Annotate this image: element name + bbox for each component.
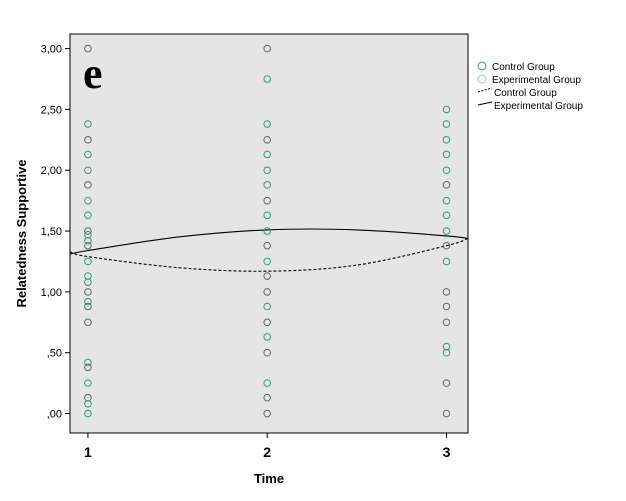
data-points: [84, 44, 451, 418]
control-point: [263, 136, 272, 144]
control-point: [442, 302, 451, 311]
control-point: [84, 227, 92, 235]
experimental-point: [442, 348, 451, 357]
experimental-point: [442, 342, 451, 351]
control-point: [442, 379, 451, 387]
legend-label: Experimental Group: [492, 75, 581, 86]
experimental-point: [442, 120, 451, 128]
y-axis-title: Relatedness Supportive: [14, 159, 29, 307]
y-tick-label: ,50: [47, 348, 62, 360]
control-point: [84, 241, 92, 250]
experimental-point: [84, 196, 92, 205]
legend-marker: [477, 61, 487, 71]
experimental-point: [263, 257, 272, 266]
experimental-point: [442, 166, 451, 175]
control-point: [442, 241, 451, 250]
control-point: [263, 288, 272, 296]
y-tick-label: 1,00: [41, 287, 62, 299]
experimental-point: [84, 211, 92, 220]
control-point: [442, 181, 451, 189]
experimental-point: [84, 297, 92, 306]
panel-letter: e: [83, 49, 103, 98]
control-point: [263, 348, 272, 357]
legend-marker: [477, 74, 487, 84]
experimental-point: [263, 302, 272, 311]
x-axis: 1 2 3: [84, 433, 451, 460]
x-tick-label: 2: [263, 444, 271, 460]
control-point: [263, 44, 272, 53]
experimental-point: [442, 257, 451, 266]
experimental-point: [263, 75, 272, 83]
experimental-point: [84, 166, 92, 175]
control-point: [263, 196, 272, 205]
experimental-point: [263, 211, 272, 220]
experimental-point: [263, 150, 272, 159]
experimental-point: [263, 120, 272, 128]
control-point: [263, 318, 272, 327]
experimental-point: [84, 257, 92, 266]
control-point: [442, 318, 451, 327]
experimental-point: [263, 333, 272, 341]
control-point: [442, 288, 451, 296]
control-point: [442, 409, 451, 418]
y-tick-label: ,00: [47, 409, 62, 421]
experimental-point: [84, 150, 92, 159]
experimental-point: [263, 181, 272, 189]
experimental-point: [442, 105, 451, 114]
y-tick-label: 2,50: [41, 104, 62, 116]
control-point: [84, 136, 92, 144]
control-point: [84, 288, 92, 296]
experimental-point: [442, 136, 451, 144]
control-point: [263, 409, 272, 418]
control-point: [84, 181, 92, 189]
legend-line: [477, 101, 493, 106]
control-point: [84, 363, 92, 372]
x-tick-label: 1: [84, 444, 92, 460]
legend-label: Experimental Group: [494, 101, 583, 112]
y-tick-label: 3,00: [41, 44, 62, 56]
experimental-fit-line: [69, 228, 469, 255]
experimental-point: [442, 211, 451, 220]
control-point: [84, 44, 92, 53]
experimental-point: [84, 120, 92, 128]
experimental-point: [84, 358, 92, 367]
experimental-point: [84, 236, 92, 245]
experimental-point: [84, 409, 92, 418]
x-axis-title: Time: [254, 471, 284, 486]
legend-label: Control Group: [492, 62, 555, 73]
control-point: [263, 393, 272, 402]
control-point: [263, 241, 272, 250]
experimental-point: [442, 227, 451, 235]
control-point: [84, 302, 92, 311]
x-tick-label: 3: [443, 444, 451, 460]
legend: Control Group Experimental Group Control G…: [477, 61, 583, 112]
y-tick-label: 2,00: [41, 165, 62, 177]
y-axis: ,00 ,50 1,00 1,50 2,00 2,50 3,00: [41, 44, 70, 421]
control-point: [84, 318, 92, 327]
experimental-point: [84, 230, 92, 239]
control-point: [263, 272, 272, 280]
experimental-point: [84, 379, 92, 387]
legend-label: Control Group: [494, 88, 557, 99]
experimental-point: [84, 400, 92, 408]
experimental-point: [263, 166, 272, 175]
experimental-point: [84, 278, 92, 286]
experimental-point: [263, 379, 272, 387]
experimental-point: [84, 272, 92, 280]
y-tick-label: 1,50: [41, 226, 62, 238]
legend-line: [477, 87, 493, 93]
control-fit-line: [69, 237, 469, 272]
control-point: [84, 393, 92, 402]
fit-lines: [69, 228, 469, 272]
experimental-point: [442, 150, 451, 159]
experimental-point: [442, 196, 451, 205]
experimental-point: [263, 227, 272, 235]
